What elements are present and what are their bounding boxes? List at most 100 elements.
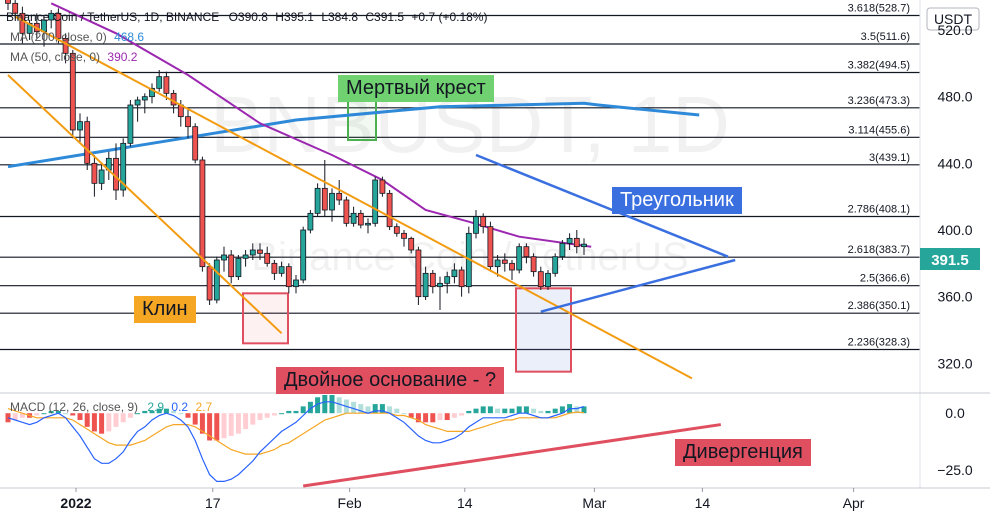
candle-body [257,249,263,254]
candle-body [127,104,134,144]
candle-body [444,276,451,284]
candle [98,163,105,190]
candle-body [559,242,566,258]
candle-body [84,121,91,164]
candle-body [509,262,515,271]
macd-histogram-bar [279,413,285,415]
symbol-legend: Binance Coin / TetherUS, 1D, BINANCE O39… [6,10,487,24]
candle [134,96,141,122]
macd-value-3: 2.7 [195,400,213,414]
change-value: +0.7 (+0.18%) [411,10,488,24]
candle [509,260,515,280]
candle [343,196,350,227]
macd-histogram-bar [178,413,184,415]
macd-histogram-bar [531,408,537,414]
candle [487,221,494,272]
candle-body [293,279,299,288]
fib-label: 3.236(473.3) [848,95,910,107]
candle-body [329,192,335,211]
candle-body [501,259,508,264]
triangle-lower-line [540,258,736,313]
macd-histogram-bar [358,404,364,414]
candle-body [307,212,314,231]
candle [379,176,386,197]
fib-label: 3(439.1) [869,152,910,164]
macd-legend[interactable]: MACD (12, 26, close, 9) 2.9 0.2 2.7 [10,400,212,414]
candle-body [314,187,321,214]
candle-body [537,271,544,288]
divergence-line [302,423,722,488]
candle [149,83,155,104]
candle-body [264,252,271,264]
fib-label: 3.5(511.6) [861,31,910,43]
time-tick-label: 2022 [60,495,91,511]
candle [48,10,55,29]
currency-box[interactable] [926,7,980,31]
candle [264,246,271,267]
candle-body [365,222,371,226]
candle [437,276,443,310]
candle [559,240,566,260]
time-axis[interactable]: 2022 17 Feb 14 Mar 14 Apr [60,488,865,511]
candle [127,100,134,147]
candle-body [437,282,443,288]
current-price-box [920,248,980,270]
macd-histogram-bar [444,413,450,421]
macd-histogram-bar [48,410,54,414]
time-tick-label: Apr [843,495,865,511]
macd-histogram-bar [307,401,313,414]
double-bottom-box-2 [515,287,572,373]
macd-histogram-bar [286,410,292,414]
candle-body [581,243,587,248]
price-tick-label: 320.0 [937,355,972,371]
macd-histogram-bar [221,413,227,439]
time-tick-label: 14 [695,495,711,511]
ma200-label: MA (200, close, 0) [10,30,107,44]
candle-body [149,87,155,98]
candle [552,253,559,277]
macd-histogram-bar [185,413,191,418]
macd-histogram-bar [336,397,342,414]
macd-histogram-bar [401,413,407,415]
candle-body [221,254,227,261]
candle [415,246,422,305]
macd-histogram-bar [214,413,220,441]
candle [314,183,321,217]
macd-histogram-bar [199,413,205,434]
candle [285,263,292,294]
candle [372,176,379,227]
candle [228,250,235,284]
trendlines [7,15,736,380]
ma200-legend[interactable]: MA (200, close, 0) 468.6 [10,30,144,44]
price-axis[interactable]: 520.0 480.0 440.0 400.0 360.0 320.0 [937,22,972,371]
candle [199,156,206,272]
macd-histogram-bar [423,413,429,423]
macd-histogram-bar [466,410,472,414]
candle [516,243,523,274]
macd-histogram-bar [329,395,335,414]
macd-histogram-bar [372,404,378,414]
macd-histogram-bar [581,406,587,414]
macd-axis[interactable]: 0.0 −25.0 [937,405,973,478]
candle-body [422,272,429,298]
ma50-value: 390.2 [107,50,138,64]
macd-histogram-bar [495,408,501,414]
candle-body [523,246,530,258]
candle [537,266,544,290]
candle-body [372,179,379,224]
candle [84,116,91,170]
macd-value-2: 0.2 [171,400,189,414]
symbol-title[interactable]: Binance Coin / TetherUS, 1D, BINANCE [6,10,220,24]
candle [163,71,170,100]
macd-histogram-bar [207,413,213,441]
macd-histogram-bar [394,408,400,414]
ma50-legend[interactable]: MA (50, close, 0) 390.2 [10,50,137,64]
triangle-label: Треугольник [612,187,742,214]
ma200-value: 468.6 [114,30,145,44]
candle [77,113,83,144]
macd-histogram-bar [545,410,551,414]
candles [5,0,587,310]
moving-averages [7,2,700,248]
high-value: H395.1 [275,10,314,24]
